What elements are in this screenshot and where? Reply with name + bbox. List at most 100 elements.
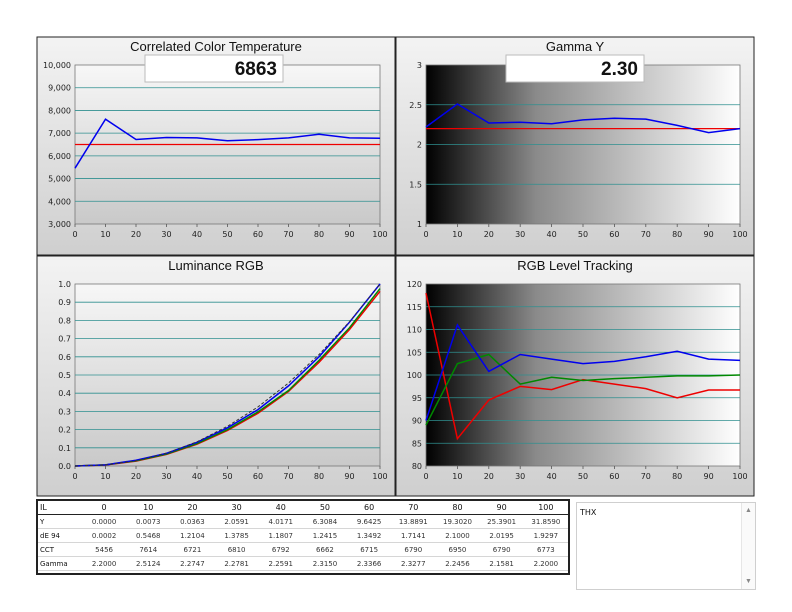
y-tick-label: 0.9 xyxy=(58,298,71,307)
table-cell: 6790 xyxy=(391,542,436,557)
x-tick-label: 50 xyxy=(578,230,588,239)
table-cell: dE 94 xyxy=(38,528,82,543)
table-cell: 2.2000 xyxy=(82,556,127,571)
table-cell: 2.0195 xyxy=(479,528,524,543)
table-cell: 2.2000 xyxy=(523,556,568,571)
y-tick-label: 0.2 xyxy=(58,426,71,435)
table-header-cell: 50 xyxy=(302,501,348,515)
y-tick-label: 7,000 xyxy=(48,129,71,138)
table-cell: Y xyxy=(38,514,82,529)
x-tick-label: 90 xyxy=(704,472,714,481)
x-tick-label: 40 xyxy=(547,472,557,481)
y-tick-label: 0.7 xyxy=(58,335,71,344)
x-tick-label: 90 xyxy=(344,472,354,481)
table-row: Y 0.0000 0.0073 0.0363 2.0591 4.0171 6.3084 9.6… xyxy=(38,514,568,529)
y-tick-label: 120 xyxy=(407,280,422,289)
table-cell: 2.5124 xyxy=(126,556,171,571)
chart-panel-0: Correlated Color Temperature 3,000 4,000 5,… xyxy=(36,36,396,256)
table-cell: 6773 xyxy=(523,542,568,557)
y-tick-label: 115 xyxy=(407,303,422,312)
y-tick-label: 9,000 xyxy=(48,84,71,93)
table-cell: 6950 xyxy=(435,542,480,557)
series-line-1 xyxy=(425,353,741,426)
x-tick-label: 100 xyxy=(372,472,387,481)
x-tick-label: 10 xyxy=(452,230,462,239)
table-header-cell: 30 xyxy=(214,501,259,515)
table-cell: Gamma xyxy=(38,556,82,571)
table-cell: 25.3901 xyxy=(479,514,524,529)
x-tick-label: 100 xyxy=(732,230,747,239)
scroll-up-arrow-icon[interactable]: ▲ xyxy=(745,507,752,514)
y-tick-label: 1.5 xyxy=(409,180,422,189)
table-header-cell: 90 xyxy=(479,501,524,515)
table-header-row: IL 0 10 20 30 40 50 60 70 80 90 100 xyxy=(38,501,568,515)
y-tick-label: 95 xyxy=(412,394,422,403)
x-tick-label: 90 xyxy=(344,230,354,239)
table-cell: CCT xyxy=(38,542,82,557)
table-header-cell: 10 xyxy=(126,501,171,515)
x-tick-label: 0 xyxy=(423,230,428,239)
y-tick-label: 2 xyxy=(417,141,422,150)
table-cell: 19.3020 xyxy=(435,514,480,529)
chart-title: RGB Level Tracking xyxy=(517,258,633,273)
y-tick-label: 0.5 xyxy=(58,371,71,380)
series-line-0 xyxy=(425,292,740,441)
y-tick-label: 85 xyxy=(412,439,422,448)
table-cell: 1.9297 xyxy=(523,528,568,543)
y-tick-label: 100 xyxy=(407,371,422,380)
table-cell: 1.1807 xyxy=(258,528,303,543)
x-tick-label: 80 xyxy=(314,472,324,481)
y-tick-label: 4,000 xyxy=(48,197,71,206)
x-tick-label: 50 xyxy=(222,472,232,481)
series-line-0 xyxy=(74,118,381,169)
y-tick-label: 90 xyxy=(412,417,422,426)
table-cell: 2.2747 xyxy=(170,556,215,571)
table-cell: 1.2104 xyxy=(170,528,215,543)
x-tick-label: 20 xyxy=(484,472,494,481)
table-cell: 6792 xyxy=(258,542,303,557)
table-cell: 6721 xyxy=(170,542,215,557)
x-tick-label: 50 xyxy=(578,472,588,481)
x-tick-label: 80 xyxy=(314,230,324,239)
x-tick-label: 0 xyxy=(72,230,77,239)
x-tick-label: 70 xyxy=(641,472,651,481)
notes-scrollbar[interactable]: ▲ ▼ xyxy=(741,503,755,589)
x-tick-label: 30 xyxy=(515,472,525,481)
table-cell: 1.3492 xyxy=(347,528,392,543)
readout-value: 2.30 xyxy=(601,59,638,80)
table-row: CCT 5456 7614 6721 6810 6792 6662 6715 6790 6950 6… xyxy=(38,542,568,557)
y-tick-label: 0.3 xyxy=(58,407,71,416)
y-tick-label: 0.1 xyxy=(58,444,71,453)
y-tick-label: 10,000 xyxy=(43,61,71,70)
notes-text[interactable]: THX xyxy=(580,508,597,517)
table-cell: 9.6425 xyxy=(347,514,392,529)
x-tick-label: 70 xyxy=(283,230,293,239)
table-header-cell: 100 xyxy=(523,501,568,515)
scroll-down-arrow-icon[interactable]: ▼ xyxy=(745,578,752,585)
x-tick-label: 40 xyxy=(192,230,202,239)
table-header-cell: 20 xyxy=(170,501,215,515)
notes-box[interactable]: THX ▲ ▼ xyxy=(576,502,756,590)
y-tick-label: 1 xyxy=(417,220,422,229)
table-cell: 2.0591 xyxy=(214,514,259,529)
chart-panel-3: RGB Level Tracking8085909510010511011512… xyxy=(395,255,755,497)
table-cell: 13.8891 xyxy=(391,514,436,529)
x-tick-label: 60 xyxy=(609,230,619,239)
table-cell: 7614 xyxy=(126,542,171,557)
x-tick-label: 10 xyxy=(452,472,462,481)
x-tick-label: 60 xyxy=(253,230,263,239)
x-tick-label: 0 xyxy=(423,472,428,481)
x-tick-label: 10 xyxy=(100,472,110,481)
table-header-cell: 80 xyxy=(435,501,480,515)
x-tick-label: 40 xyxy=(547,230,557,239)
table-row: Gamma 2.2000 2.5124 2.2747 2.2781 2.2591 2.315… xyxy=(38,556,568,571)
table-header-cell: 70 xyxy=(391,501,436,515)
table-cell: 5456 xyxy=(82,542,127,557)
x-tick-label: 60 xyxy=(609,472,619,481)
table-cell: 0.0073 xyxy=(126,514,171,529)
y-tick-label: 3,000 xyxy=(48,220,71,229)
y-tick-label: 5,000 xyxy=(48,175,71,184)
x-tick-label: 0 xyxy=(72,472,77,481)
x-tick-label: 80 xyxy=(672,472,682,481)
